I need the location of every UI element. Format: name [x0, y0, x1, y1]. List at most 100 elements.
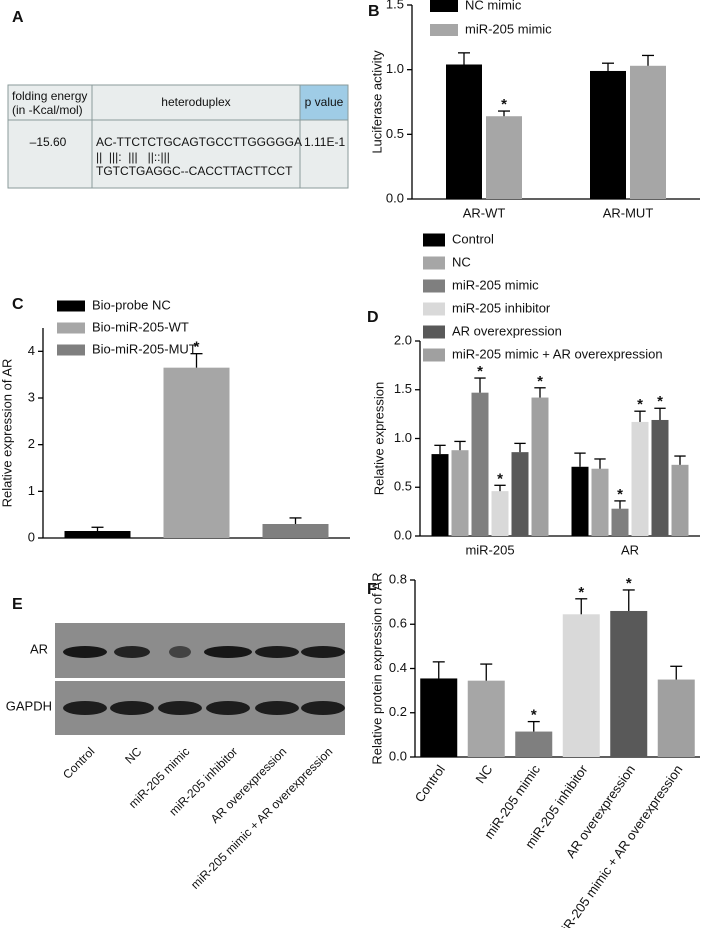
legend-label: NC mimic	[465, 0, 522, 12]
panel-label: C	[12, 296, 24, 313]
blot-band	[158, 701, 202, 715]
y-axis-label: Relative protein expression of AR	[369, 572, 384, 764]
y-tick-label: 1.5	[394, 381, 412, 396]
y-tick-label: 1.0	[386, 61, 404, 76]
significance-mark: *	[531, 707, 537, 724]
lane-label: Control	[60, 744, 97, 781]
significance-mark: *	[617, 486, 623, 503]
legend-swatch	[423, 325, 445, 339]
bar	[486, 116, 522, 199]
x-tick-label: AR-WT	[463, 205, 506, 220]
legend-swatch	[423, 256, 445, 270]
y-axis-label: Relative expression	[371, 382, 386, 495]
bar	[630, 65, 666, 199]
sequence: TGTCTGAGGC--CACCTTACTTCCT	[96, 164, 293, 178]
bar	[590, 70, 626, 200]
y-tick-label: 0.4	[389, 660, 407, 675]
blot-band	[301, 701, 345, 715]
y-tick-label: 4	[28, 343, 35, 358]
table-header: p value	[305, 95, 344, 109]
y-tick-label: 0.5	[394, 479, 412, 494]
legend-label: Bio-probe NC	[92, 297, 171, 312]
blot-band	[255, 646, 299, 658]
legend-swatch	[430, 0, 458, 12]
blot-band	[301, 646, 345, 658]
blot-band	[169, 646, 191, 658]
y-tick-label: 1.0	[394, 430, 412, 445]
legend-swatch	[423, 348, 445, 362]
blot-band	[204, 646, 252, 658]
legend-swatch	[423, 233, 445, 247]
bar	[64, 531, 131, 538]
panel-label: E	[12, 596, 23, 613]
blot-band	[110, 701, 154, 715]
bar	[531, 397, 549, 536]
y-tick-label: 2.0	[394, 332, 412, 347]
bar	[657, 679, 695, 757]
legend-label: miR-205 mimic + AR overexpression	[452, 346, 663, 361]
y-tick-label: 0.6	[389, 616, 407, 631]
significance-mark: *	[194, 339, 200, 356]
lane-label: NC	[122, 744, 144, 766]
legend-label: miR-205 mimic	[465, 21, 552, 36]
table-header-cell	[299, 84, 349, 121]
blot-band	[63, 646, 107, 658]
bar	[651, 419, 669, 536]
panel-label: A	[12, 9, 24, 26]
y-tick-label: 0.0	[386, 190, 404, 205]
blot-row-label: AR	[30, 641, 48, 656]
legend-swatch	[423, 279, 445, 293]
significance-mark: *	[537, 373, 543, 390]
bar	[571, 466, 589, 536]
bar	[562, 614, 600, 757]
blot-band	[255, 701, 299, 715]
y-tick-label: 0.5	[386, 126, 404, 141]
table-header: (in -Kcal/mol)	[12, 103, 83, 117]
legend-label: AR overexpression	[452, 323, 562, 338]
bar	[446, 64, 482, 199]
bar	[163, 367, 230, 538]
legend-label: Bio-miR-205-MUT	[92, 341, 197, 356]
bar	[471, 392, 489, 536]
significance-mark: *	[501, 96, 507, 113]
legend-label: miR-205 mimic	[452, 277, 539, 292]
legend-swatch	[57, 300, 85, 312]
y-tick-label: 0.2	[389, 704, 407, 719]
bar	[431, 454, 449, 536]
bar	[671, 464, 689, 536]
bar	[262, 524, 329, 538]
legend-label: Control	[452, 231, 494, 246]
bar	[515, 731, 553, 757]
legend-label: NC	[452, 254, 471, 269]
bar	[511, 452, 529, 536]
table-cell: 1.11E-1	[304, 135, 345, 149]
legend-swatch	[430, 24, 458, 36]
blot-band	[114, 646, 150, 658]
bar	[467, 680, 505, 757]
blot-band	[63, 701, 107, 715]
legend-swatch	[57, 322, 85, 334]
x-tick-label: NC	[472, 762, 495, 786]
significance-mark: *	[657, 393, 663, 410]
panel-label: F	[367, 581, 377, 598]
y-tick-label: 1.5	[386, 0, 404, 11]
legend-swatch	[57, 344, 85, 356]
bar	[611, 508, 629, 536]
y-axis-label: Relative expression of AR	[0, 359, 14, 508]
bar	[591, 468, 609, 536]
legend-swatch	[423, 302, 445, 316]
panel-label: B	[368, 3, 380, 20]
y-tick-label: 0.0	[389, 748, 407, 763]
y-tick-label: 1	[28, 483, 35, 498]
y-tick-label: 0.0	[394, 527, 412, 542]
blot-band	[206, 701, 250, 715]
x-tick-label: Control	[412, 762, 448, 805]
table-header: folding energy	[12, 89, 87, 103]
bar	[451, 450, 469, 536]
significance-mark: *	[477, 363, 483, 380]
significance-mark: *	[578, 584, 584, 601]
y-tick-label: 0.8	[389, 571, 407, 586]
sequence: AC-TTCTCTGCAGTGCCTTGGGGGA	[96, 135, 302, 149]
legend-label: Bio-miR-205-WT	[92, 319, 189, 334]
significance-mark: *	[497, 470, 503, 487]
